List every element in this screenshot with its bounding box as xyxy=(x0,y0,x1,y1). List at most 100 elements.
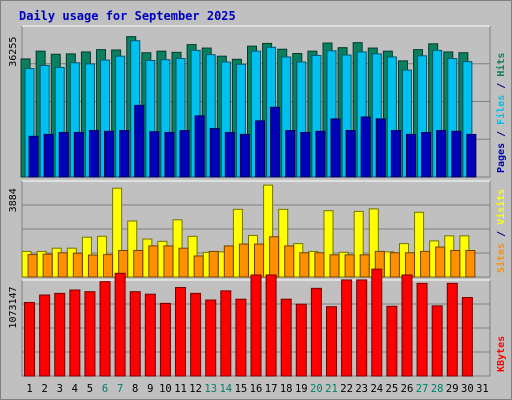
legend-kbytes: KBytes xyxy=(496,336,507,372)
bar-kbytes-day-15 xyxy=(235,298,247,377)
x-tick-label: 10 xyxy=(159,383,172,395)
x-tick-label: 6 xyxy=(102,383,108,395)
bar-pages-day-13 xyxy=(209,128,220,178)
bar-kbytes-day-19 xyxy=(295,303,307,377)
bar-kbytes-day-4 xyxy=(69,289,81,377)
x-tick-label: 3 xyxy=(57,383,63,395)
panel-0: 36255 Pages / Files / Hits xyxy=(8,25,507,178)
x-tick-label: 5 xyxy=(87,383,93,395)
x-tick-label: 25 xyxy=(386,383,399,395)
y-tick-label: 1073147 xyxy=(8,286,19,328)
x-tick-label: 20 xyxy=(310,383,323,395)
bar-sites-day-11 xyxy=(178,247,189,278)
series-kbytes xyxy=(24,268,473,377)
legend-separator: / xyxy=(496,125,507,143)
legend-pages: Pages xyxy=(496,143,507,173)
x-tick-label: 13 xyxy=(204,383,217,395)
bar-pages-day-17 xyxy=(270,106,281,178)
x-tick-label: 2 xyxy=(41,383,47,395)
x-axis-ticks: 1 2 3 4 5 6 7 8 9 10 11 12 13 14 15 16 17 18 19 20 21 22 23 24 2… xyxy=(26,383,488,395)
bar-sites-day-14 xyxy=(223,245,234,278)
x-tick-label: 9 xyxy=(147,383,153,395)
bar-pages-day-23 xyxy=(360,116,371,178)
bar-sites-day-5 xyxy=(87,254,98,278)
bar-sites-day-6 xyxy=(103,254,114,278)
x-tick-label: 29 xyxy=(446,383,459,395)
bar-kbytes-day-10 xyxy=(159,302,171,377)
x-tick-label: 14 xyxy=(219,383,232,395)
bar-kbytes-day-21 xyxy=(325,306,337,377)
bar-sites-day-9 xyxy=(148,245,159,278)
legend-visits: Visits xyxy=(495,189,507,225)
bar-kbytes-day-24 xyxy=(371,268,383,377)
legend-hits: Hits xyxy=(495,53,507,77)
x-tick-label: 26 xyxy=(401,383,414,395)
y-tick-label: 3884 xyxy=(8,188,19,212)
bar-sites-day-18 xyxy=(284,245,295,278)
bar-visits-day-21 xyxy=(323,210,334,278)
x-tick-label: 7 xyxy=(117,383,123,395)
bar-pages-day-8 xyxy=(134,104,145,178)
bar-pages-day-28 xyxy=(436,130,447,178)
bar-pages-day-27 xyxy=(421,131,432,178)
bar-visits-day-8 xyxy=(127,220,138,278)
bar-pages-day-18 xyxy=(285,130,296,178)
bar-sites-day-2 xyxy=(42,253,53,278)
bar-pages-day-25 xyxy=(390,130,401,178)
bar-kbytes-day-30 xyxy=(461,297,473,377)
bar-sites-day-19 xyxy=(299,252,310,278)
series-legend-0: Pages / Files / Hits xyxy=(495,53,507,173)
bar-kbytes-day-14 xyxy=(220,290,232,377)
legend-files: Files xyxy=(495,95,507,125)
bar-sites-day-30 xyxy=(465,249,476,278)
bar-kbytes-day-7 xyxy=(114,272,126,377)
bar-sites-day-1 xyxy=(27,254,38,278)
bar-sites-day-28 xyxy=(435,246,446,278)
bar-sites-day-22 xyxy=(344,254,355,278)
bar-sites-day-8 xyxy=(133,249,144,278)
bar-kbytes-day-13 xyxy=(205,299,217,377)
bar-kbytes-day-2 xyxy=(39,294,51,377)
x-tick-label: 21 xyxy=(325,383,338,395)
bar-pages-day-24 xyxy=(375,118,386,178)
x-tick-label: 12 xyxy=(189,383,202,395)
bar-sites-day-17 xyxy=(269,236,280,278)
series-visits xyxy=(21,184,470,278)
bar-pages-day-5 xyxy=(88,130,99,178)
bar-kbytes-day-27 xyxy=(416,282,428,377)
bar-sites-day-12 xyxy=(193,255,204,278)
bar-pages-day-1 xyxy=(28,135,39,178)
bar-pages-day-12 xyxy=(194,115,205,178)
bar-visits-day-27 xyxy=(414,211,425,278)
series-legend-text: Pages / Files / Hits xyxy=(495,53,507,173)
x-tick-label: 28 xyxy=(431,383,444,395)
legend-sites: Sites xyxy=(495,243,507,273)
bar-kbytes-day-11 xyxy=(175,287,187,377)
y-tick-label: 36255 xyxy=(8,37,19,67)
legend-separator: / xyxy=(496,225,507,243)
bar-sites-day-13 xyxy=(208,250,219,278)
panel-1: 3884 Sites / Visits xyxy=(8,180,507,278)
series-legend-2: KBytes xyxy=(496,336,507,372)
bar-pages-day-20 xyxy=(315,130,326,178)
bar-visits-day-15 xyxy=(232,208,243,278)
bar-sites-day-21 xyxy=(329,254,340,278)
bar-pages-day-15 xyxy=(239,133,250,178)
bar-pages-day-29 xyxy=(451,130,462,178)
x-tick-label: 17 xyxy=(265,383,278,395)
bar-pages-day-9 xyxy=(149,131,160,178)
bar-visits-day-23 xyxy=(353,210,364,278)
x-tick-label: 15 xyxy=(235,383,248,395)
x-tick-label: 4 xyxy=(72,383,78,395)
bar-kbytes-day-5 xyxy=(84,291,96,377)
bar-sites-day-4 xyxy=(72,252,83,278)
bar-sites-day-29 xyxy=(450,249,461,278)
chart-title: Daily usage for September 2025 xyxy=(19,9,236,23)
bar-pages-day-7 xyxy=(119,130,130,178)
bar-pages-day-14 xyxy=(224,131,235,178)
series-legend-text: KBytes xyxy=(496,336,507,372)
bar-kbytes-day-29 xyxy=(446,282,458,377)
bar-pages-day-10 xyxy=(164,131,175,178)
bar-sites-day-10 xyxy=(163,245,174,278)
